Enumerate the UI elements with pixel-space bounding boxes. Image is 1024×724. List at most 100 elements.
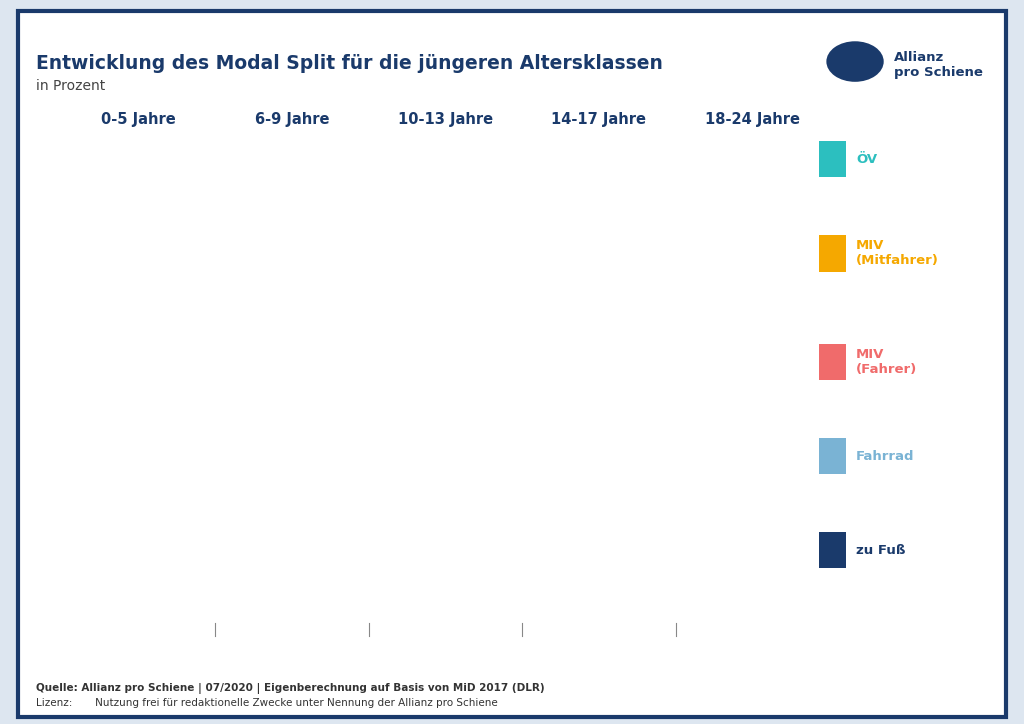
- Text: 24: 24: [567, 221, 584, 234]
- Text: 47: 47: [721, 398, 737, 411]
- Text: 6: 6: [158, 181, 166, 194]
- Text: 34: 34: [307, 540, 324, 553]
- Text: 11: 11: [767, 510, 783, 523]
- Text: 11: 11: [261, 430, 278, 443]
- Text: 33: 33: [108, 542, 124, 555]
- Bar: [142, 201, 181, 439]
- Bar: [756, 308, 795, 492]
- Text: 20: 20: [460, 463, 476, 476]
- Text: 7: 7: [617, 412, 626, 425]
- Bar: [250, 461, 289, 623]
- Bar: [449, 425, 488, 515]
- Text: MIV
(Mitfahrer): MIV (Mitfahrer): [856, 240, 939, 267]
- Bar: [142, 174, 181, 201]
- Text: 12: 12: [767, 275, 783, 288]
- Bar: [710, 547, 749, 623]
- Text: 53: 53: [154, 313, 170, 326]
- Bar: [142, 488, 181, 623]
- Text: Lizenz:       Nutzung frei für redaktionelle Zwecke unter Nennung der Allianz pr: Lizenz: Nutzung frei für redaktionelle Z…: [36, 698, 498, 708]
- Bar: [710, 237, 749, 300]
- Text: ÖV: ÖV: [856, 153, 878, 166]
- Bar: [96, 447, 135, 474]
- Text: Allianz
pro Schiene: Allianz pro Schiene: [894, 51, 983, 79]
- Text: 29: 29: [415, 551, 431, 564]
- Text: 31: 31: [415, 327, 431, 340]
- Bar: [710, 510, 749, 547]
- Text: 21: 21: [460, 214, 476, 227]
- Bar: [295, 210, 335, 416]
- Text: 0-5 Jahre: 0-5 Jahre: [101, 111, 176, 127]
- Text: 30: 30: [154, 549, 170, 562]
- Bar: [556, 282, 596, 398]
- Text: 28: 28: [567, 553, 584, 566]
- Text: 12: 12: [307, 437, 324, 450]
- Text: 27: 27: [613, 336, 630, 348]
- Text: 17: 17: [721, 578, 737, 591]
- Text: 43: 43: [261, 308, 278, 321]
- Text: 20: 20: [415, 212, 431, 225]
- Bar: [602, 434, 641, 524]
- Bar: [756, 542, 795, 623]
- Bar: [142, 439, 181, 488]
- Bar: [449, 174, 488, 268]
- Bar: [602, 403, 641, 434]
- Bar: [756, 255, 795, 308]
- Text: Entwicklung des Modal Split für die jüngeren Altersklassen: Entwicklung des Modal Split für die jüng…: [36, 54, 663, 73]
- Bar: [602, 174, 641, 282]
- Text: 19: 19: [767, 206, 783, 219]
- Text: 11: 11: [154, 457, 170, 470]
- Text: MIV
(Fahrer): MIV (Fahrer): [856, 348, 918, 376]
- Text: 24: 24: [460, 563, 476, 576]
- Text: 22: 22: [613, 567, 630, 580]
- Bar: [96, 474, 135, 623]
- Text: 57: 57: [108, 313, 124, 326]
- Text: 20: 20: [613, 473, 630, 486]
- Text: 13: 13: [721, 201, 737, 214]
- Text: 8: 8: [725, 522, 733, 535]
- Text: 9: 9: [265, 192, 273, 205]
- Text: 14-17 Jahre: 14-17 Jahre: [551, 111, 646, 127]
- Bar: [250, 219, 289, 412]
- Bar: [602, 524, 641, 623]
- Text: 18: 18: [567, 450, 584, 463]
- Text: 41: 41: [767, 394, 783, 407]
- Bar: [402, 492, 442, 623]
- Bar: [250, 178, 289, 219]
- Bar: [449, 515, 488, 623]
- Text: 10-13 Jahre: 10-13 Jahre: [398, 111, 493, 127]
- Bar: [449, 268, 488, 425]
- Text: 20: 20: [415, 441, 431, 454]
- Bar: [295, 416, 335, 470]
- Bar: [710, 300, 749, 510]
- Text: in Prozent: in Prozent: [36, 80, 105, 93]
- Bar: [556, 174, 596, 282]
- Text: 24: 24: [613, 221, 630, 234]
- Bar: [295, 470, 335, 623]
- Text: 46: 46: [307, 306, 324, 319]
- Bar: [295, 174, 335, 210]
- Text: 18: 18: [767, 576, 783, 589]
- Bar: [402, 174, 442, 264]
- Text: Fahrrad: Fahrrad: [856, 450, 914, 463]
- Bar: [756, 492, 795, 542]
- Bar: [402, 264, 442, 403]
- Bar: [250, 412, 289, 461]
- Bar: [756, 169, 795, 255]
- Text: Quelle: Allianz pro Schiene | 07/2020 | Eigenberechnung auf Basis von MiD 2017 (: Quelle: Allianz pro Schiene | 07/2020 | …: [36, 683, 545, 694]
- Bar: [556, 497, 596, 623]
- Text: 26: 26: [567, 333, 584, 346]
- Text: zu Fuß: zu Fuß: [856, 544, 905, 557]
- Text: 35: 35: [460, 340, 476, 353]
- Bar: [96, 192, 135, 447]
- Text: 14: 14: [721, 261, 737, 274]
- Text: 18-24 Jahre: 18-24 Jahre: [705, 111, 800, 127]
- Text: 8: 8: [311, 185, 319, 198]
- Text: 4: 4: [112, 176, 120, 189]
- Text: 36: 36: [261, 535, 278, 548]
- Text: 6-9 Jahre: 6-9 Jahre: [255, 111, 330, 127]
- Bar: [710, 178, 749, 237]
- Bar: [602, 282, 641, 403]
- Text: 4: 4: [571, 400, 580, 413]
- Text: 6: 6: [112, 455, 120, 468]
- Bar: [402, 403, 442, 492]
